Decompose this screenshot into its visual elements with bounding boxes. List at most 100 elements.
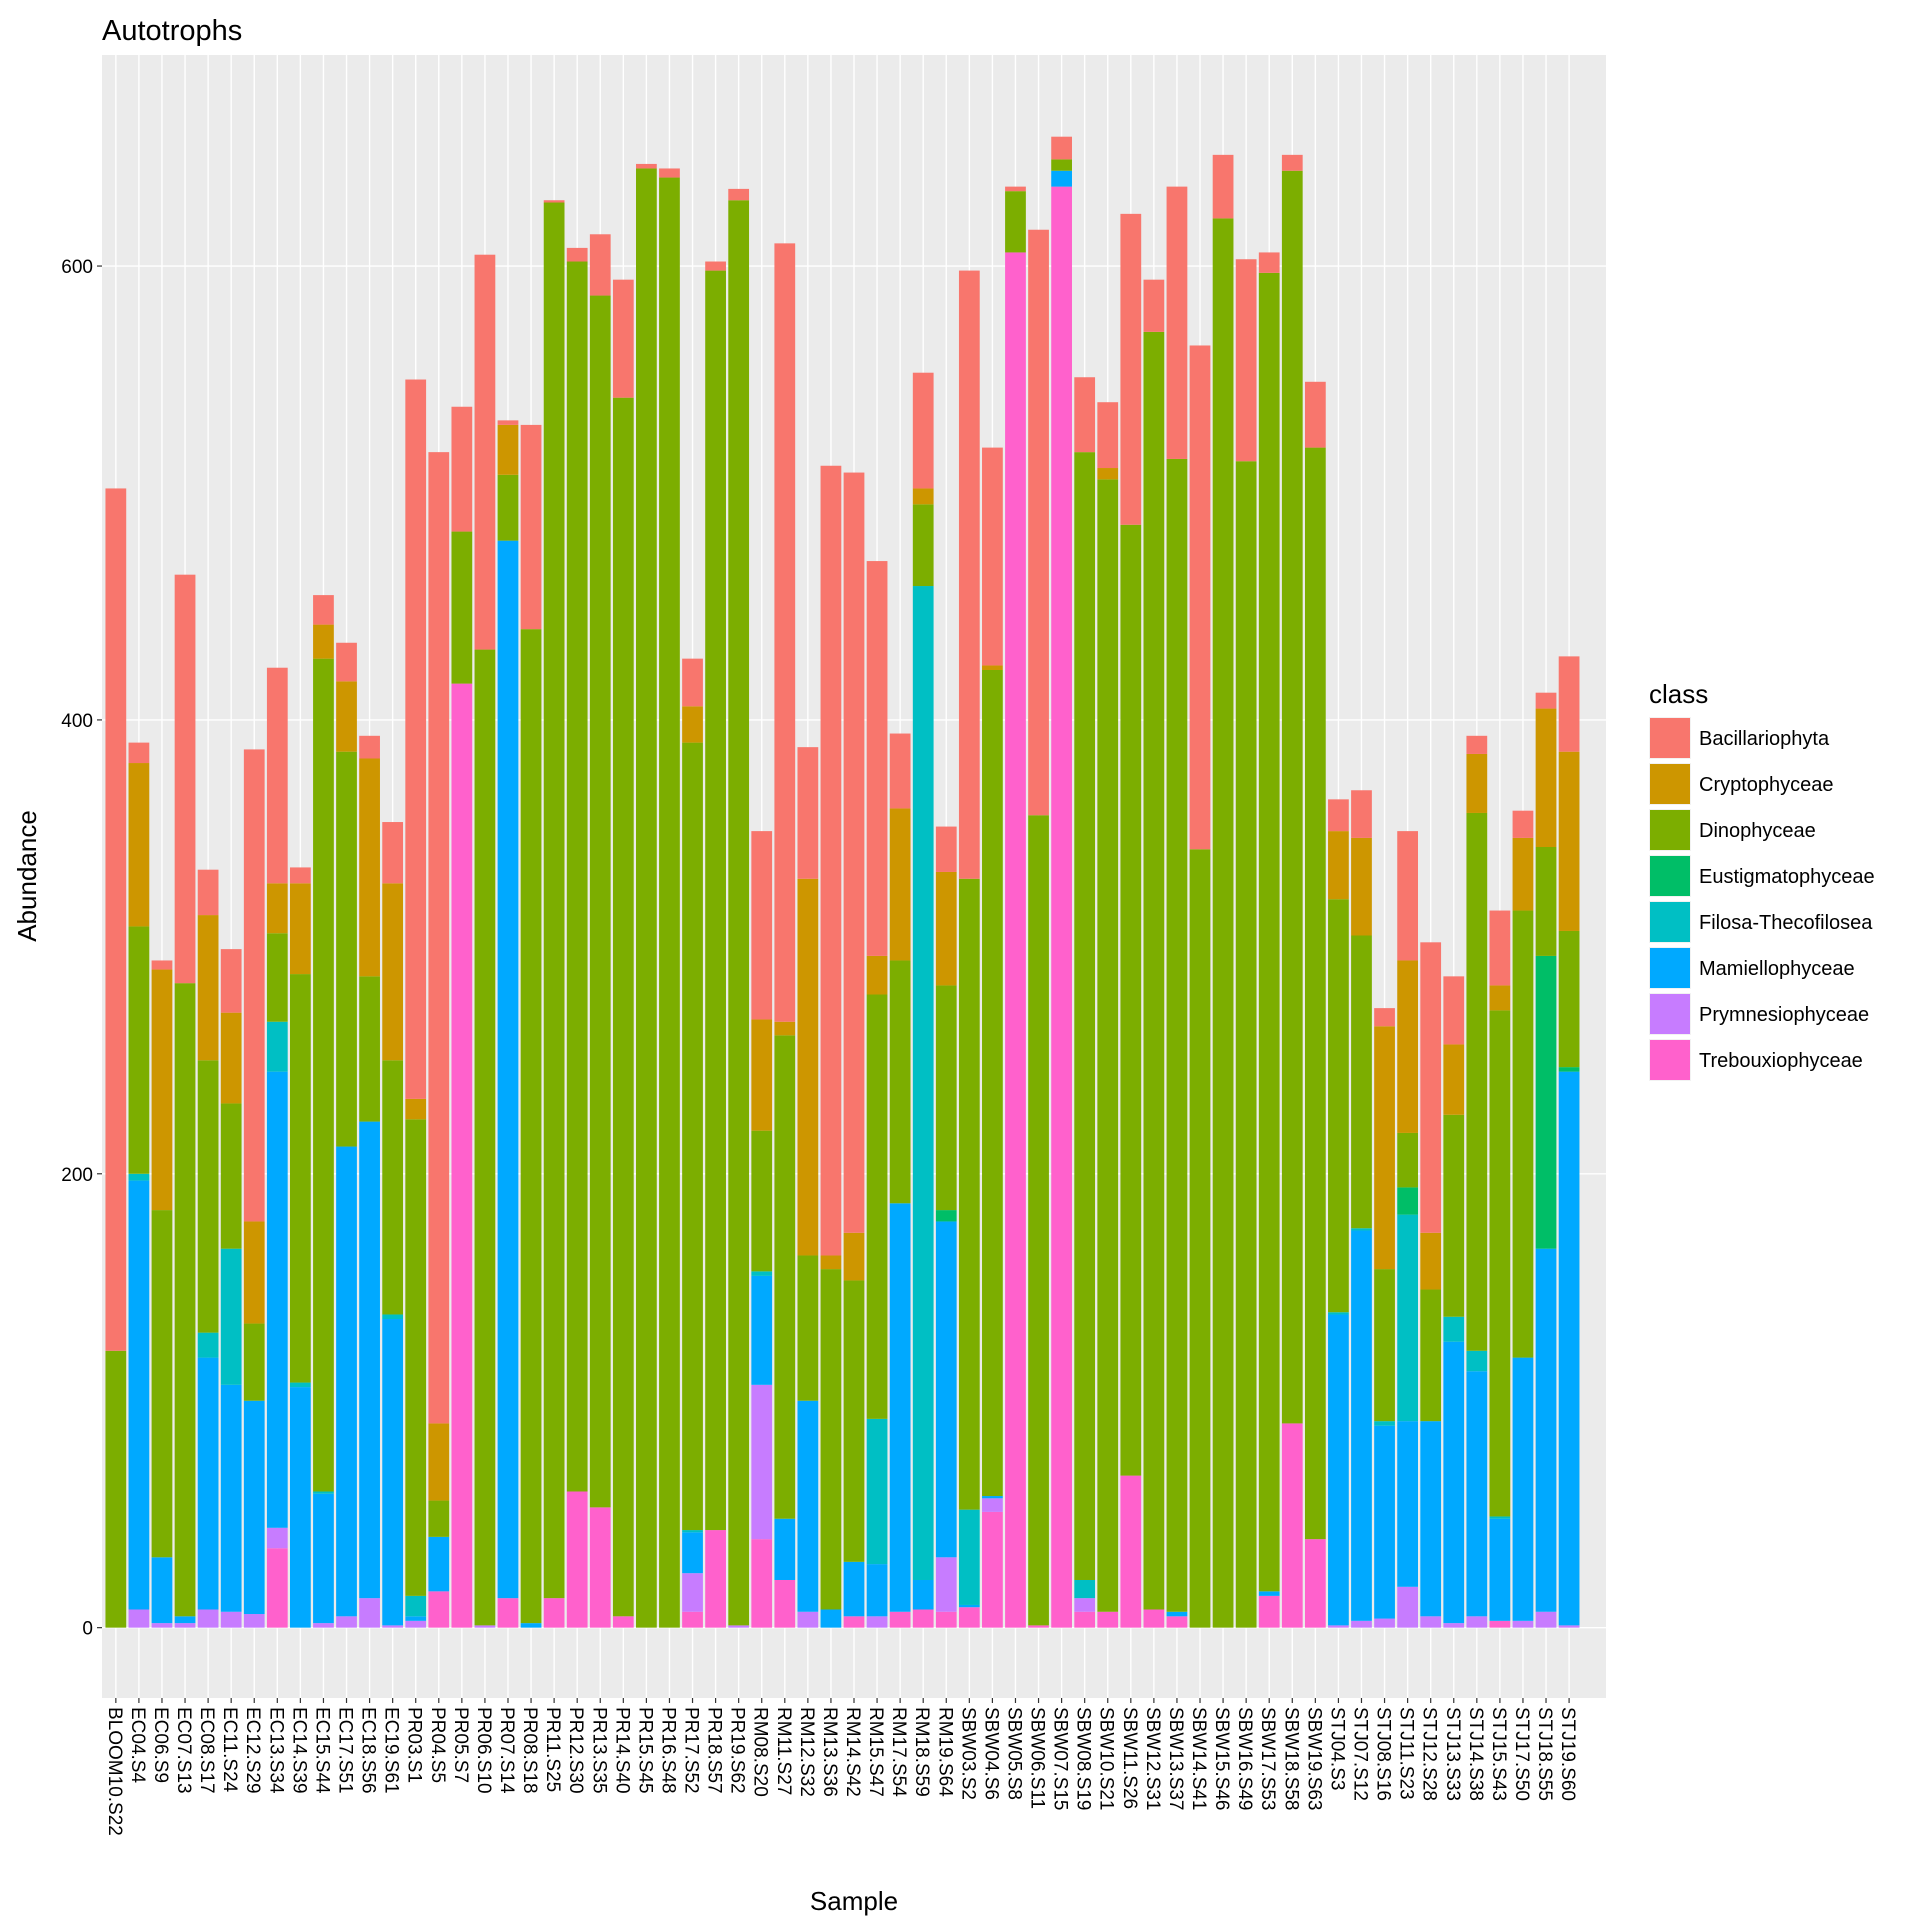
bar-segment <box>751 1539 773 1628</box>
bar-segment <box>1351 1230 1372 1621</box>
bar-segment <box>266 1548 288 1628</box>
bar-segment <box>843 1616 865 1628</box>
bar-segment <box>1328 899 1349 1313</box>
x-tick-label: EC12.S29 <box>242 1707 263 1794</box>
bar-segment <box>889 733 911 809</box>
bar-segment <box>359 735 380 759</box>
bar-segment <box>520 1623 542 1628</box>
bar-segment <box>1443 1316 1465 1342</box>
bar-segment <box>1258 252 1280 273</box>
bar-segment <box>1212 154 1234 219</box>
bar-segment <box>866 955 888 995</box>
bar-segment <box>1281 170 1303 1424</box>
bar-segment <box>612 279 634 398</box>
y-tick-label: 200 <box>61 1165 93 1186</box>
bar-segment <box>866 1564 888 1617</box>
x-tick-label: PR03.S1 <box>404 1707 425 1783</box>
x-tick-label: STJ08.S16 <box>1373 1707 1394 1801</box>
legend-swatch <box>1650 856 1690 896</box>
bar-segment <box>1281 154 1303 171</box>
bar-segment <box>1005 252 1026 1628</box>
bar-segment <box>797 747 819 879</box>
bar-segment <box>497 474 519 541</box>
bar-segment <box>1466 1616 1488 1628</box>
bar-segment <box>1466 1350 1488 1372</box>
bar-segment <box>243 749 265 1222</box>
bar-segment <box>774 1518 796 1580</box>
bar-segment <box>866 994 888 1419</box>
bar-segment <box>1374 1421 1395 1426</box>
bar-segment <box>1028 815 1049 1626</box>
bar-segment <box>1212 218 1234 1628</box>
bar-segment <box>497 420 519 425</box>
bar-segment <box>197 915 219 1061</box>
bar-segment <box>1074 1598 1096 1612</box>
bar-segment <box>428 1423 450 1501</box>
bar-segment <box>1304 381 1326 448</box>
bar-segment <box>820 1255 842 1270</box>
x-tick-label: SBW03.S2 <box>957 1707 978 1800</box>
x-tick-label: RM17.S54 <box>888 1707 909 1797</box>
x-tick-label: SBW04.S6 <box>980 1707 1001 1800</box>
bar-segment <box>935 1557 957 1612</box>
bar-segment <box>1304 1539 1326 1628</box>
bar-segment <box>128 763 150 927</box>
bar-segment <box>820 1269 842 1610</box>
x-axis-title: Sample <box>810 1886 898 1916</box>
bar-segment <box>1535 846 1557 956</box>
bar-segment <box>982 1498 1003 1512</box>
x-tick-label: SBW10.S21 <box>1096 1707 1117 1811</box>
bar-segment <box>1535 708 1557 847</box>
x-tick-label: PR17.S52 <box>681 1707 702 1794</box>
x-tick-label: BLOOM10.S22 <box>104 1707 125 1836</box>
bar-segment <box>290 1382 311 1388</box>
bar-segment <box>220 949 242 1013</box>
bar-segment <box>912 488 934 505</box>
bar-segment <box>682 658 703 707</box>
bar-segment <box>982 1511 1003 1628</box>
bar-segment <box>889 960 911 1204</box>
bar-segment <box>636 163 657 169</box>
bar-segment <box>1097 479 1119 1612</box>
bar-segment <box>220 1248 242 1385</box>
bar-segment <box>474 254 496 650</box>
bar-segment <box>1489 985 1511 1011</box>
bar-segment <box>728 200 750 1626</box>
x-tick-label: PR16.S48 <box>657 1707 678 1794</box>
bar-segment <box>728 1625 750 1628</box>
bar-segment <box>220 1012 242 1104</box>
legend-label: Prymnesiophyceae <box>1699 1004 1869 1026</box>
x-tick-label: STJ18.S55 <box>1534 1707 1555 1801</box>
bar-segment <box>1166 1616 1188 1628</box>
bar-segment <box>1558 656 1580 752</box>
bar-segment <box>1051 186 1072 1628</box>
x-tick-label: EC18.S56 <box>358 1707 379 1794</box>
bar-segment <box>982 669 1003 1497</box>
x-tick-label: EC13.S34 <box>265 1707 286 1794</box>
bar-segment <box>428 1500 450 1537</box>
bar-segment <box>359 758 380 977</box>
x-tick-label: EC04.S4 <box>127 1707 148 1783</box>
bar-segment <box>797 878 819 1256</box>
bar-segment <box>682 1532 703 1574</box>
legend-swatch <box>1650 718 1690 758</box>
bar-segment <box>1397 1214 1418 1422</box>
bar-segment <box>1166 1611 1188 1617</box>
bar-segment <box>1166 186 1188 459</box>
bar-segment <box>151 1557 173 1624</box>
bar-segment <box>336 681 357 752</box>
bar-segment <box>451 406 473 532</box>
bar-segment <box>1120 1475 1142 1628</box>
legend-swatch <box>1650 948 1690 988</box>
bar-segment <box>1028 229 1049 816</box>
bar-segment <box>866 1616 888 1628</box>
bar-segment <box>1535 1611 1557 1628</box>
bar-segment <box>128 926 150 1174</box>
bar-segment <box>982 665 1003 670</box>
bar-segment <box>174 1623 196 1628</box>
bar-segment <box>266 1021 288 1072</box>
bar-segment <box>497 540 519 1599</box>
bar-segment <box>266 1071 288 1528</box>
bar-segment <box>197 1332 219 1358</box>
